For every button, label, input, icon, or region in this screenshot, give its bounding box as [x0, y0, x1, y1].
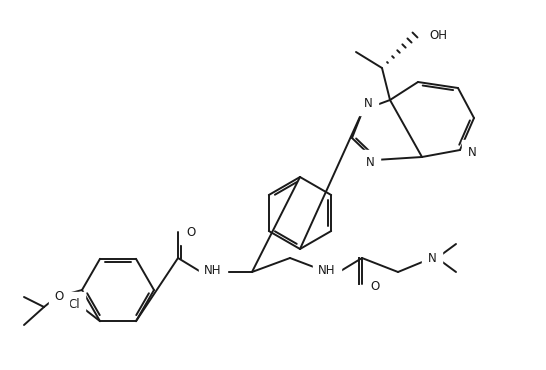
- Text: N: N: [364, 97, 373, 110]
- Text: N: N: [366, 155, 375, 168]
- Text: OH: OH: [429, 28, 447, 41]
- Text: O: O: [55, 289, 64, 303]
- Text: NH: NH: [204, 265, 222, 278]
- Text: O: O: [370, 279, 379, 293]
- Text: Cl: Cl: [68, 298, 80, 311]
- Text: N: N: [468, 145, 477, 158]
- Text: N: N: [428, 252, 436, 265]
- Text: O: O: [186, 225, 195, 239]
- Text: NH: NH: [318, 265, 336, 278]
